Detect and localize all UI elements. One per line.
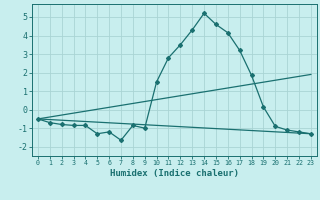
X-axis label: Humidex (Indice chaleur): Humidex (Indice chaleur) [110, 169, 239, 178]
